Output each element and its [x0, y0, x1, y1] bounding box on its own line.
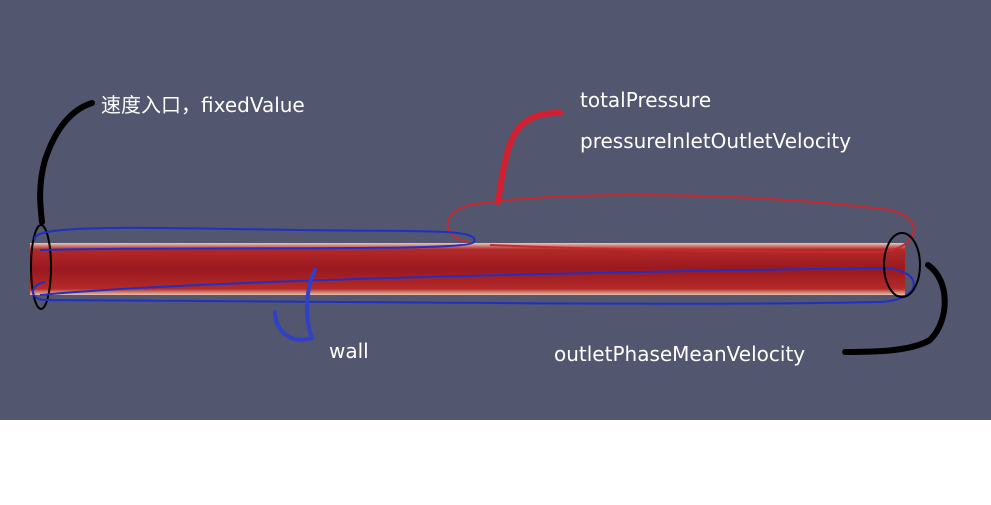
- inlet-outline: [30, 224, 52, 310]
- outlet-velocity-label: pressureInletOutletVelocity: [580, 129, 852, 153]
- inlet-pointer: [37, 100, 95, 225]
- outlet-outline: [883, 232, 921, 298]
- outlet-pressure-label: totalPressure: [580, 88, 712, 112]
- pressure-outline: [446, 194, 915, 254]
- outlet-pointer: [842, 262, 948, 355]
- pressure-pointer: [495, 109, 563, 205]
- outlet-phase-label: outletPhaseMeanVelocity: [554, 342, 806, 366]
- render-viewport: [0, 0, 991, 420]
- wall-pointer: [273, 268, 317, 342]
- inlet-label: 速度入口，fixedValue: [101, 93, 305, 117]
- wall-outline: [32, 226, 915, 305]
- wall-label: wall: [329, 339, 369, 363]
- annotation-layer: [30, 100, 948, 355]
